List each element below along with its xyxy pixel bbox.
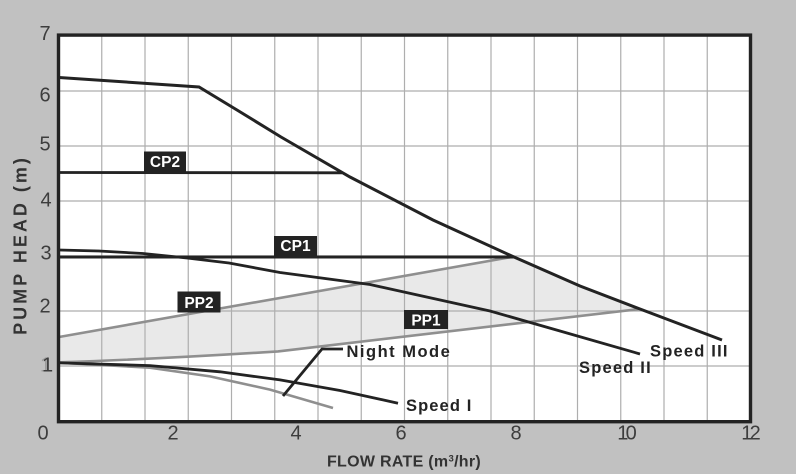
svg-text:1: 1 (40, 354, 51, 376)
svg-text:2: 2 (167, 423, 178, 445)
svg-text:2: 2 (39, 295, 50, 317)
svg-text:Speed I: Speed I (406, 397, 472, 415)
svg-text:10: 10 (617, 423, 637, 445)
svg-text:4: 4 (40, 189, 51, 211)
svg-text:6: 6 (395, 423, 406, 445)
svg-text:Speed II: Speed II (579, 359, 652, 377)
svg-text:FLOW RATE (m3/hr): FLOW RATE (m3/hr) (327, 454, 481, 471)
svg-text:4: 4 (290, 423, 301, 445)
svg-text:5: 5 (39, 133, 50, 155)
svg-text:PP2: PP2 (184, 295, 213, 312)
svg-text:CP1: CP1 (280, 238, 311, 255)
svg-text:PUMP HEAD (m): PUMP HEAD (m) (11, 155, 31, 335)
svg-text:CP2: CP2 (150, 154, 180, 171)
svg-text:Speed III: Speed III (650, 343, 729, 361)
svg-text:12: 12 (741, 423, 761, 445)
svg-text:Night Mode: Night Mode (347, 343, 452, 361)
svg-text:1: 1 (42, 354, 53, 376)
svg-text:7: 7 (39, 23, 50, 45)
svg-text:8: 8 (510, 423, 521, 445)
svg-text:PP1: PP1 (411, 313, 441, 330)
svg-text:6: 6 (39, 84, 50, 106)
svg-text:3: 3 (40, 242, 51, 264)
svg-text:0: 0 (37, 423, 48, 445)
